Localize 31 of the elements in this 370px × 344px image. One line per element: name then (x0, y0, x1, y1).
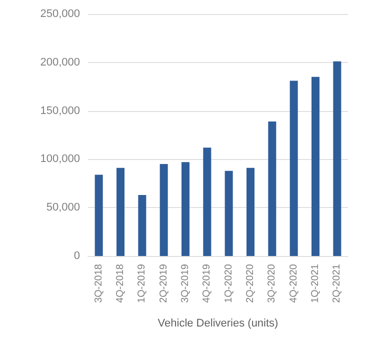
bar (138, 195, 146, 256)
x-tick-label: 1Q-2020 (223, 264, 234, 303)
x-tick-label: 1Q-2019 (136, 264, 148, 303)
y-tick-label: 250,000 (40, 8, 80, 20)
x-tick-label: 4Q-2019 (202, 264, 213, 303)
bar (160, 164, 168, 256)
x-tick-label: 2Q-2020 (245, 264, 256, 303)
bar (290, 80, 298, 256)
bar (246, 168, 254, 256)
bar (94, 174, 103, 256)
y-tick-label: 50,000 (46, 202, 80, 214)
bar (224, 170, 233, 256)
bar (333, 61, 342, 256)
bar (312, 76, 320, 256)
bar (182, 162, 190, 256)
y-tick-label: 0 (74, 250, 80, 262)
x-tick-label: 3Q-2019 (180, 264, 191, 303)
bar (116, 168, 124, 256)
x-tick-label: 3Q-2020 (266, 264, 278, 303)
y-tick-label: 100,000 (40, 153, 80, 166)
x-tick-label: 4Q-2018 (115, 264, 126, 303)
bar (268, 121, 276, 256)
x-tick-label: 2Q-2019 (158, 264, 170, 303)
x-axis-title: Vehicle Deliveries (units) (158, 318, 278, 330)
x-tick-label: 4Q-2020 (288, 264, 300, 303)
x-tick-label: 3Q-2018 (93, 264, 104, 303)
y-tick-label: 150,000 (40, 104, 80, 117)
x-tick-label: 2Q-2021 (332, 264, 343, 303)
x-tick-label: 1Q-2021 (310, 264, 321, 303)
y-tick-label: 200,000 (40, 56, 80, 68)
bar (203, 148, 212, 256)
